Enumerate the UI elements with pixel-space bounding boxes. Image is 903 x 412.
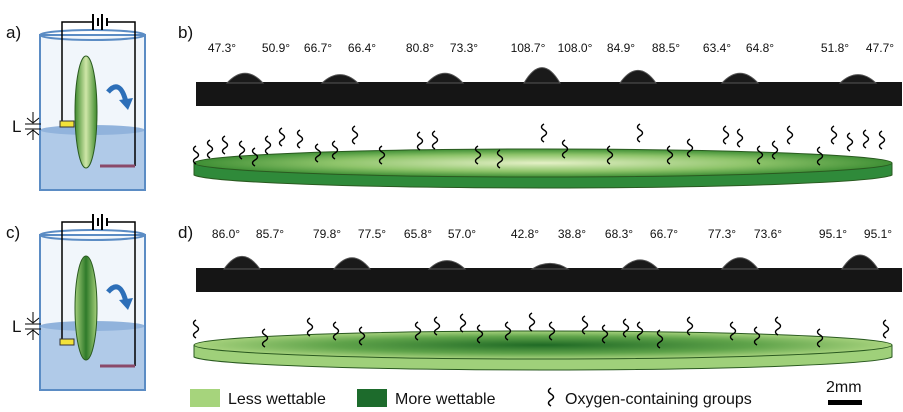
oxygen-group	[542, 124, 547, 142]
droplet	[224, 256, 260, 269]
scale-bar	[828, 400, 862, 405]
oxygen-group	[208, 140, 213, 158]
clip	[60, 339, 74, 345]
oxygen-group	[530, 313, 535, 331]
contact-angle: 77.3°	[708, 227, 736, 241]
contact-angle: 95.1°	[864, 227, 892, 241]
droplet	[620, 70, 656, 83]
gap-label: L	[12, 317, 21, 336]
droplet	[322, 75, 358, 83]
oxygen-group	[738, 129, 743, 147]
contact-angle: 88.5°	[652, 41, 680, 55]
legend-swatch	[357, 389, 387, 407]
panel-label: a)	[6, 23, 21, 42]
droplet	[227, 73, 263, 83]
clip	[60, 121, 74, 127]
disc	[75, 56, 97, 168]
oxygen-group	[461, 314, 466, 332]
oxygen-group	[724, 126, 729, 144]
oxygen-group	[776, 317, 781, 335]
contact-angle: 47.7°	[866, 41, 894, 55]
contact-angle: 66.7°	[650, 227, 678, 241]
contact-angle: 38.8°	[558, 227, 586, 241]
oxygen-group	[280, 128, 285, 146]
legend-label: Less wettable	[228, 391, 326, 408]
droplet	[622, 260, 658, 269]
contact-angle: 73.6°	[754, 227, 782, 241]
droplet	[334, 258, 370, 269]
oxygen-group	[266, 136, 271, 154]
contact-angle: 66.7°	[304, 41, 332, 55]
contact-angle: 85.7°	[256, 227, 284, 241]
contact-angle: 84.9°	[607, 41, 635, 55]
panel-label: c)	[6, 223, 20, 242]
legend-swatch	[190, 389, 220, 407]
contact-angle: 65.8°	[404, 227, 432, 241]
oxygen-group	[433, 131, 438, 149]
contact-angle: 86.0°	[212, 227, 240, 241]
legend-label: Oxygen-containing groups	[565, 391, 752, 408]
disc-top	[194, 331, 892, 359]
gap-marker	[25, 312, 41, 340]
oxygen-group	[864, 130, 869, 148]
gap-label: L	[12, 117, 21, 136]
oxygen-group	[884, 320, 889, 338]
contact-angle: 77.5°	[358, 227, 386, 241]
contact-angle: 108.7°	[511, 41, 546, 55]
legend-label: More wettable	[395, 391, 496, 408]
contact-angle: 63.4°	[703, 41, 731, 55]
droplet	[524, 68, 560, 83]
oxygen-group	[353, 126, 358, 144]
disc-top	[194, 149, 892, 177]
oxygen-group	[298, 130, 303, 148]
droplet	[722, 73, 758, 83]
legend-squiggle	[549, 388, 554, 406]
oxygen-group	[223, 136, 228, 154]
oxygen-group	[638, 124, 643, 142]
figure: a) b) c) d) L L Less wettable More wetta…	[0, 0, 903, 412]
droplet-strip	[196, 82, 902, 106]
droplet	[427, 73, 463, 83]
oxygen-group	[418, 132, 423, 150]
contact-angle: 108.0°	[558, 41, 593, 55]
contact-angle: 66.4°	[348, 41, 376, 55]
gap-marker	[25, 112, 41, 140]
droplet	[532, 263, 568, 269]
oxygen-group	[832, 126, 837, 144]
contact-angle: 73.3°	[450, 41, 478, 55]
contact-angle: 80.8°	[406, 41, 434, 55]
oxygen-group	[880, 131, 885, 149]
contact-angle: 42.8°	[511, 227, 539, 241]
oxygen-group	[308, 318, 313, 336]
oxygen-group	[788, 126, 793, 144]
droplet	[842, 255, 878, 269]
droplet-strip	[196, 268, 902, 292]
contact-angle: 68.3°	[605, 227, 633, 241]
oxygen-group	[194, 320, 199, 338]
contact-angle: 51.8°	[821, 41, 849, 55]
scale-label: 2mm	[826, 379, 862, 396]
panel-label: b)	[178, 23, 193, 42]
panel-label: d)	[178, 223, 193, 242]
contact-angle: 79.8°	[313, 227, 341, 241]
contact-angle: 57.0°	[448, 227, 476, 241]
contact-angle: 95.1°	[819, 227, 847, 241]
disc	[75, 256, 97, 360]
contact-angle: 64.8°	[746, 41, 774, 55]
droplet	[722, 258, 758, 269]
oxygen-group	[848, 133, 853, 151]
droplet	[429, 261, 465, 269]
contact-angle: 47.3°	[208, 41, 236, 55]
contact-angle: 50.9°	[262, 41, 290, 55]
droplet	[840, 75, 876, 83]
